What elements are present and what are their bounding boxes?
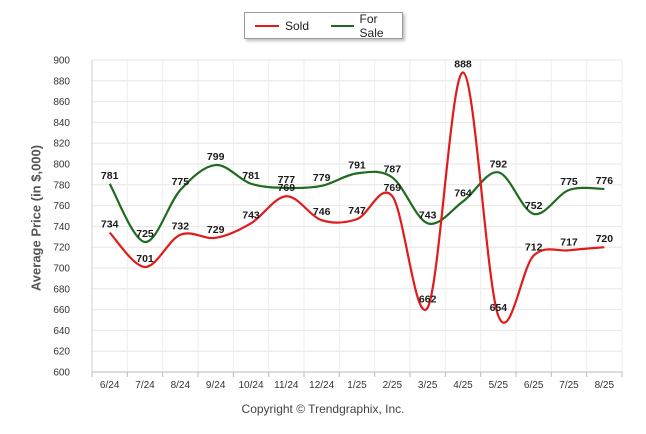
axes: 600 620 640 660 680 700 720 740 760 780 800 820 840 8… (53, 56, 623, 391)
data-label-sold: 746 (313, 206, 331, 218)
data-label-sold: 734 (101, 219, 119, 231)
y-axis-title: Average Price (in $,000) (28, 144, 44, 292)
y-tick-label: 880 (53, 76, 70, 87)
y-tick-label: 640 (53, 326, 70, 337)
data-label-for-sale: 743 (419, 209, 437, 221)
data-label-for-sale: 725 (136, 228, 154, 240)
legend-swatch-for-sale (331, 24, 354, 27)
legend-swatch-sold (255, 24, 279, 27)
data-label-sold: 712 (525, 242, 543, 254)
data-label-sold: 654 (490, 302, 508, 314)
data-label-sold: 720 (596, 233, 614, 245)
y-tick-label: 840 (53, 118, 70, 129)
data-label-for-sale: 791 (348, 159, 366, 171)
data-label-sold: 769 (384, 182, 402, 194)
data-label-for-sale: 752 (525, 200, 543, 212)
x-tick-label: 4/25 (453, 380, 473, 391)
y-tick-label: 800 (53, 160, 70, 171)
x-tick-label: 9/24 (206, 380, 226, 391)
data-label-for-sale: 781 (242, 170, 260, 182)
data-label-for-sale: 787 (384, 164, 402, 176)
x-tick-label: 8/25 (595, 380, 615, 391)
x-tick-label: 5/25 (489, 380, 509, 391)
data-labels: 734 701 732 729 743 769 746 747 769 662 888 654 712 7… (101, 58, 613, 313)
data-label-for-sale: 781 (101, 170, 119, 182)
data-label-sold: 717 (560, 236, 578, 248)
data-label-for-sale: 792 (490, 158, 508, 170)
data-label-for-sale: 775 (172, 176, 190, 188)
data-label-for-sale: 799 (207, 151, 225, 163)
x-tick-label: 12/24 (309, 380, 334, 391)
legend-item-sold[interactable]: Sold (255, 19, 309, 33)
data-label-for-sale: 779 (313, 172, 331, 184)
x-tick-label: 1/25 (347, 380, 367, 391)
legend-item-for-sale[interactable]: For Sale (331, 12, 402, 40)
grid-lines (91, 59, 623, 373)
data-label-sold: 729 (207, 224, 225, 236)
y-tick-label: 600 (53, 368, 70, 379)
data-label-for-sale: 777 (278, 174, 296, 186)
series-line-for-sale (108, 163, 605, 244)
x-tick-label: 3/25 (418, 380, 438, 391)
y-tick-label: 660 (53, 305, 70, 316)
data-label-sold: 747 (348, 205, 366, 217)
data-label-sold: 701 (136, 253, 154, 265)
data-label-sold: 743 (242, 209, 260, 221)
y-tick-label: 620 (53, 347, 70, 358)
legend-label-for-sale: For Sale (359, 11, 384, 40)
data-label-sold: 732 (172, 221, 190, 233)
legend-label-sold: Sold (285, 18, 310, 33)
x-tick-label: 6/24 (100, 380, 120, 391)
data-label-for-sale: 776 (596, 175, 614, 187)
x-tick-label: 7/24 (135, 380, 155, 391)
data-label-sold: 662 (419, 294, 437, 306)
y-tick-label: 780 (53, 180, 70, 191)
y-tick-label: 720 (53, 243, 70, 254)
y-tick-label: 700 (53, 264, 70, 275)
x-tick-label: 7/25 (559, 380, 579, 391)
copyright-text: Copyright © Trendgraphix, Inc. (241, 402, 405, 416)
y-tick-label: 900 (53, 56, 70, 67)
y-tick-label: 740 (53, 222, 70, 233)
series-lines (108, 71, 605, 324)
y-tick-label: 860 (53, 97, 70, 108)
series-line-sold (108, 71, 605, 324)
data-label-for-sale: 775 (560, 176, 578, 188)
y-tick-label: 680 (53, 284, 70, 295)
legend: Sold For Sale (244, 12, 403, 40)
data-label-sold: 888 (454, 58, 472, 70)
x-tick-label: 11/24 (274, 380, 299, 391)
y-tick-label: 760 (53, 201, 70, 212)
x-tick-label: 8/24 (171, 380, 191, 391)
x-tick-label: 6/25 (524, 380, 544, 391)
y-tick-label: 820 (53, 139, 70, 150)
data-label-sold: 769 (278, 182, 296, 194)
data-label-for-sale: 764 (454, 187, 472, 199)
x-tick-label: 10/24 (238, 380, 263, 391)
x-tick-label: 2/25 (383, 380, 403, 391)
